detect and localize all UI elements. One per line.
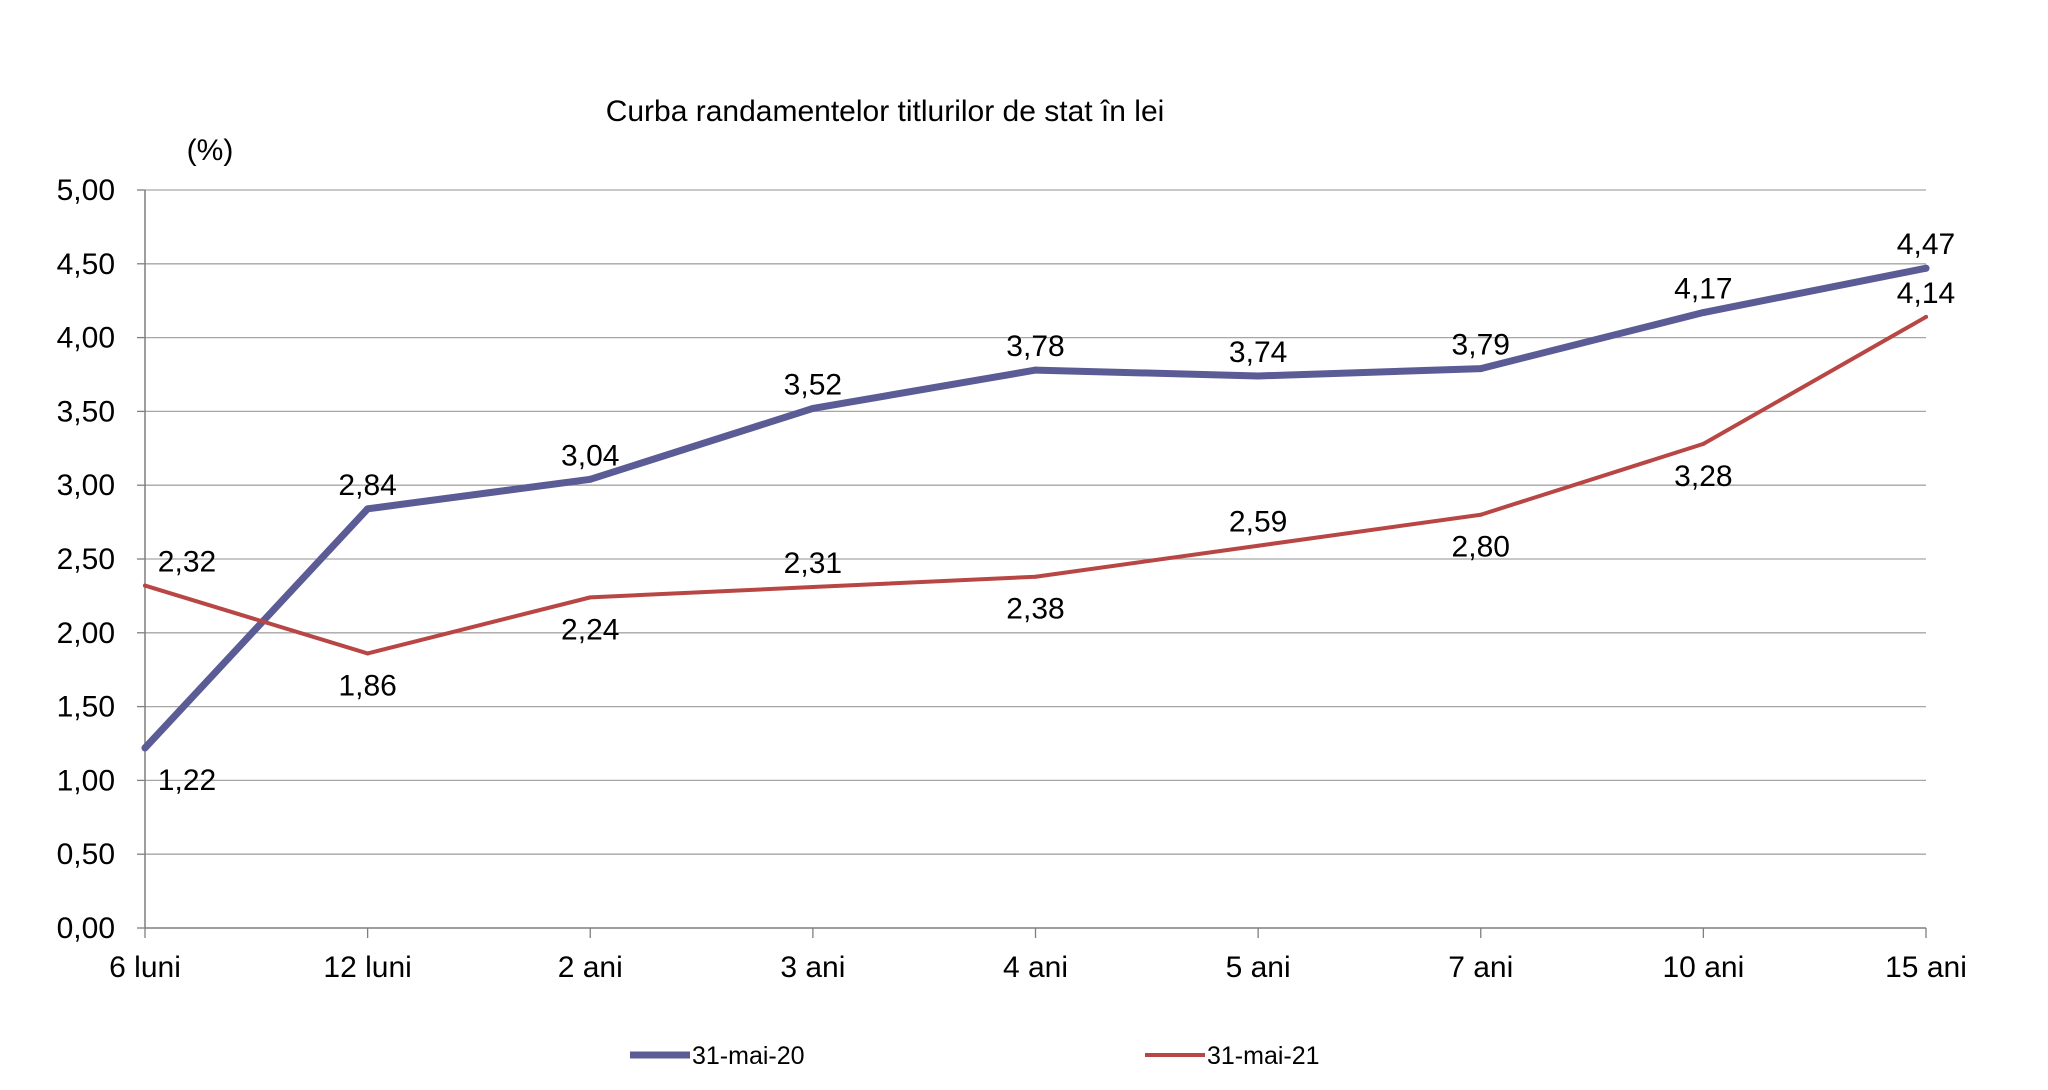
data-label: 1,22	[158, 764, 216, 797]
data-label: 2,80	[1452, 531, 1510, 564]
data-point	[1033, 574, 1038, 579]
data-point	[1477, 365, 1485, 373]
data-point	[1256, 543, 1261, 548]
legend: 31-mai-20 31-mai-21	[630, 1042, 1320, 1070]
data-label: 2,31	[784, 547, 842, 580]
data-point	[810, 585, 815, 590]
data-label: 4,47	[1897, 228, 1955, 261]
x-tick-label: 5 ani	[1226, 951, 1291, 984]
data-label: 3,28	[1674, 460, 1732, 493]
x-tick-label: 12 luni	[323, 951, 411, 984]
y-tick-label: 3,50	[57, 395, 115, 428]
data-label: 1,86	[338, 669, 396, 702]
legend-label-1: 31-mai-21	[1207, 1042, 1320, 1070]
y-tick-label: 4,00	[57, 322, 115, 355]
data-point	[143, 583, 147, 588]
data-label: 2,32	[158, 546, 216, 579]
data-label: 2,84	[338, 469, 396, 502]
y-tick-label: 1,00	[57, 764, 115, 797]
x-tick-label: 7 ani	[1448, 951, 1513, 984]
data-label: 3,52	[784, 368, 842, 401]
data-label: 4,14	[1897, 277, 1955, 310]
axes: 0,00 0,50 1,00 1,50 2,00 2,50 3,00 3,50 4,00 4,50…	[57, 174, 1967, 984]
y-tick-label: 4,50	[57, 248, 115, 281]
x-tick-label: 3 ani	[780, 951, 845, 984]
data-label: 2,59	[1229, 506, 1287, 539]
data-point	[586, 475, 594, 483]
series-lines	[141, 264, 1930, 752]
chart-title: Curba randamentelor titlurilor de stat î…	[606, 95, 1165, 128]
x-tick-label: 4 ani	[1003, 951, 1068, 984]
data-point	[1922, 264, 1930, 272]
data-labels: 1,22 2,84 3,04 3,52 3,78 3,74 3,79 4,17 4,47 2,32…	[158, 228, 1955, 797]
data-label: 3,04	[561, 439, 619, 472]
data-point	[1701, 441, 1706, 446]
data-point	[1478, 512, 1483, 517]
data-label: 3,74	[1229, 336, 1287, 369]
data-point	[1924, 314, 1928, 319]
x-tick-label: 2 ani	[558, 951, 623, 984]
data-point	[1032, 366, 1039, 374]
data-point	[1699, 309, 1707, 317]
data-point	[364, 505, 372, 513]
legend-label-0: 31-mai-20	[692, 1042, 805, 1070]
x-tick-label: 6 luni	[109, 951, 181, 984]
data-point	[809, 404, 817, 412]
data-point	[365, 651, 370, 656]
y-tick-label: 2,50	[57, 543, 115, 576]
data-label: 4,17	[1674, 273, 1732, 306]
y-tick-label: 0,00	[57, 912, 115, 945]
data-label: 2,24	[561, 613, 619, 646]
y-tick-label: 1,50	[57, 691, 115, 724]
y-tick-label: 2,00	[57, 617, 115, 650]
x-tick-label: 15 ani	[1885, 951, 1967, 984]
y-tick-label: 5,00	[57, 174, 115, 207]
data-label: 3,79	[1452, 329, 1510, 362]
y-axis-unit-label: (%)	[187, 134, 234, 167]
data-point	[588, 595, 593, 600]
data-point	[141, 744, 149, 752]
data-label: 2,38	[1006, 593, 1064, 626]
x-tick-label: 10 ani	[1663, 951, 1745, 984]
y-tick-label: 3,00	[57, 469, 115, 502]
y-tick-label: 0,50	[57, 838, 115, 871]
gridlines	[145, 189, 1926, 855]
data-point	[1254, 372, 1262, 380]
data-label: 3,78	[1006, 330, 1064, 363]
